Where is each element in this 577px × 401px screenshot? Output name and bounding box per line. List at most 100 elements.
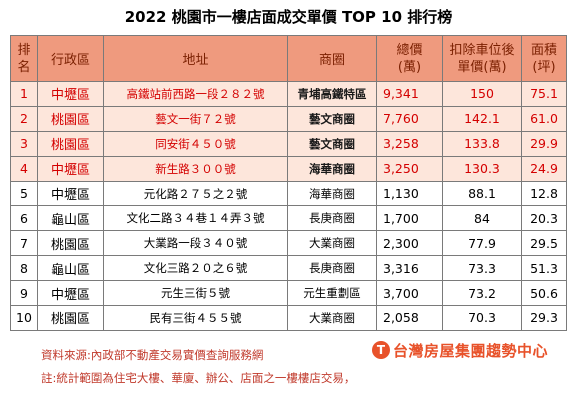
cell-size: 75.1 xyxy=(521,81,567,107)
cell-rank: 9 xyxy=(10,280,38,307)
table-row: 3 桃園區 同安街４５０號 藝文商圈 3,258 133.8 29.9 xyxy=(10,130,567,157)
cell-address: 同安街４５０號 xyxy=(103,130,288,157)
header-unit-price-label: 扣除車位後 xyxy=(449,42,515,58)
cell-district: 中壢區 xyxy=(37,81,104,107)
cell-district: 桃園區 xyxy=(37,230,104,257)
brand-name: 台灣房屋集團趨勢中心 xyxy=(393,341,549,360)
cell-unit-price: 150 xyxy=(442,81,522,107)
cell-total-price: 3,258 xyxy=(376,130,443,157)
cell-total-price: 3,700 xyxy=(376,280,443,307)
cell-size: 29.9 xyxy=(521,130,567,157)
cell-unit-price: 130.3 xyxy=(442,155,522,182)
scope-note: 註:統計範圍為住宅大樓、華廈、辦公、店面之一樓樓店交易， xyxy=(41,371,356,385)
cell-district: 中壢區 xyxy=(37,280,104,307)
cell-size: 24.9 xyxy=(521,155,567,182)
source-note: 資料來源:內政部不動產交易實價查詢服務網 xyxy=(41,348,264,362)
header-total-price-label: 總價 xyxy=(396,42,423,58)
cell-size: 12.8 xyxy=(521,180,567,207)
cell-address: 民有三街４５５號 xyxy=(103,305,288,331)
table-row: 6 龜山區 文化二路３４巷１４弄３號 長庚商圈 1,700 84 20.3 xyxy=(10,205,567,232)
header-district: 行政區 xyxy=(37,35,104,82)
cell-total-price: 1,130 xyxy=(376,180,443,207)
cell-unit-price: 77.9 xyxy=(442,230,522,257)
table-header-row: 排名 行政區 地址 商圈 總價 (萬) 扣除車位後 單價(萬) 面積 (坪) xyxy=(10,35,567,82)
cell-address: 元化路２７５之２號 xyxy=(103,180,288,207)
cell-total-price: 3,316 xyxy=(376,255,443,282)
cell-area: 元生重劃區 xyxy=(287,280,377,307)
cell-size: 29.5 xyxy=(521,230,567,257)
cell-area: 青埔高鐵特區 xyxy=(287,81,377,107)
cell-rank: 5 xyxy=(10,180,38,207)
cell-unit-price: 73.3 xyxy=(442,255,522,282)
cell-unit-price: 70.3 xyxy=(442,305,522,331)
cell-address: 新生路３００號 xyxy=(103,155,288,182)
cell-rank: 4 xyxy=(10,155,38,182)
table-row: 7 桃園區 大業路一段３４０號 大業商圈 2,300 77.9 29.5 xyxy=(10,230,567,257)
cell-total-price: 2,300 xyxy=(376,230,443,257)
header-address: 地址 xyxy=(103,35,288,82)
cell-total-price: 2,058 xyxy=(376,305,443,331)
table-row: 8 龜山區 文化三路２０之６號 長庚商圈 3,316 73.3 51.3 xyxy=(10,255,567,282)
header-area: 商圈 xyxy=(287,35,377,82)
cell-rank: 8 xyxy=(10,255,38,282)
cell-district: 龜山區 xyxy=(37,255,104,282)
cell-size: 61.0 xyxy=(521,105,567,132)
header-size-unit: (坪) xyxy=(532,59,556,75)
header-unit-price: 扣除車位後 單價(萬) xyxy=(442,35,522,82)
table-row: 5 中壢區 元化路２７５之２號 海華商圈 1,130 88.1 12.8 xyxy=(10,180,567,207)
cell-district: 中壢區 xyxy=(37,180,104,207)
cell-district: 桃園區 xyxy=(37,130,104,157)
cell-size: 50.6 xyxy=(521,280,567,307)
cell-size: 20.3 xyxy=(521,205,567,232)
header-rank: 排名 xyxy=(10,35,38,82)
cell-area: 海華商圈 xyxy=(287,180,377,207)
cell-address: 高鐵站前西路一段２８２號 xyxy=(103,81,288,107)
cell-area: 長庚商圈 xyxy=(287,255,377,282)
header-total-price-unit: (萬) xyxy=(397,59,422,75)
cell-size: 51.3 xyxy=(521,255,567,282)
cell-rank: 3 xyxy=(10,130,38,157)
table-row: 10 桃園區 民有三街４５５號 大業商圈 2,058 70.3 29.3 xyxy=(10,305,567,331)
cell-address: 文化三路２０之６號 xyxy=(103,255,288,282)
cell-unit-price: 84 xyxy=(442,205,522,232)
header-size: 面積 (坪) xyxy=(521,35,567,82)
table-row: 9 中壢區 元生三街５號 元生重劃區 3,700 73.2 50.6 xyxy=(10,280,567,307)
table-row: 1 中壢區 高鐵站前西路一段２８２號 青埔高鐵特區 9,341 150 75.1 xyxy=(10,81,567,107)
cell-unit-price: 88.1 xyxy=(442,180,522,207)
cell-area: 藝文商圈 xyxy=(287,130,377,157)
cell-address: 元生三街５號 xyxy=(103,280,288,307)
cell-area: 大業商圈 xyxy=(287,230,377,257)
cell-district: 桃園區 xyxy=(37,305,104,331)
cell-address: 大業路一段３４０號 xyxy=(103,230,288,257)
cell-total-price: 3,250 xyxy=(376,155,443,182)
cell-unit-price: 142.1 xyxy=(442,105,522,132)
cell-area: 海華商圈 xyxy=(287,155,377,182)
brand-mark-icon: T xyxy=(372,341,390,359)
cell-total-price: 9,341 xyxy=(376,81,443,107)
header-total-price: 總價 (萬) xyxy=(376,35,443,82)
cell-rank: 1 xyxy=(10,81,38,107)
cell-address: 藝文一街７２號 xyxy=(103,105,288,132)
cell-size: 29.3 xyxy=(521,305,567,331)
cell-district: 桃園區 xyxy=(37,105,104,132)
cell-district: 龜山區 xyxy=(37,205,104,232)
cell-area: 大業商圈 xyxy=(287,305,377,331)
cell-unit-price: 73.2 xyxy=(442,280,522,307)
cell-district: 中壢區 xyxy=(37,155,104,182)
cell-total-price: 7,760 xyxy=(376,105,443,132)
table-row: 4 中壢區 新生路３００號 海華商圈 3,250 130.3 24.9 xyxy=(10,155,567,182)
cell-area: 長庚商圈 xyxy=(287,205,377,232)
cell-unit-price: 133.8 xyxy=(442,130,522,157)
cell-total-price: 1,700 xyxy=(376,205,443,232)
header-rank-label: 排名 xyxy=(17,42,31,75)
table-row: 2 桃園區 藝文一街７２號 藝文商圈 7,760 142.1 61.0 xyxy=(10,105,567,132)
header-unit-price-unit: 單價(萬) xyxy=(457,59,507,75)
cell-area: 藝文商圈 xyxy=(287,105,377,132)
header-size-label: 面積 xyxy=(530,42,557,58)
page-title: 2022 桃園市一樓店面成交單價 TOP 10 排行榜 xyxy=(124,8,453,26)
cell-rank: 6 xyxy=(10,205,38,232)
cell-rank: 2 xyxy=(10,105,38,132)
cell-address: 文化二路３４巷１４弄３號 xyxy=(103,205,288,232)
ranking-table: 排名 行政區 地址 商圈 總價 (萬) 扣除車位後 單價(萬) 面積 (坪) 1… xyxy=(10,35,567,331)
brand-logo: T 台灣房屋集團趨勢中心 xyxy=(372,338,548,362)
